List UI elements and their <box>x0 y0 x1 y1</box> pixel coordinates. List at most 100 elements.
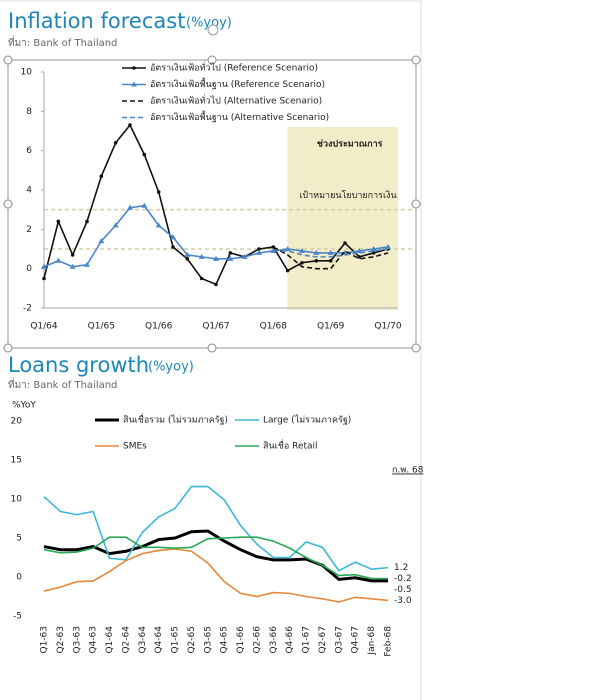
end-label: 1.2 <box>394 563 408 573</box>
y-tick-label: 20 <box>11 417 23 427</box>
point <box>128 123 132 127</box>
end-label: -3.0 <box>394 596 412 606</box>
x-tick-label: Q1-64 <box>105 626 115 654</box>
x-tick-label: Q3-63 <box>72 626 82 654</box>
series-line <box>43 536 388 580</box>
point <box>185 257 190 261</box>
point <box>171 245 175 249</box>
point <box>343 241 347 245</box>
x-tick-label: Q1/64 <box>30 322 58 332</box>
x-tick-label: Q4-66 <box>285 626 295 654</box>
y-tick-label: 10 <box>21 68 33 78</box>
end-label: -0.2 <box>394 574 412 584</box>
series-line <box>43 548 389 603</box>
point <box>198 253 205 259</box>
point <box>199 276 204 281</box>
legend-label: อัตราเงินเฟ้อพื้นฐาน (Alternative Scenar… <box>150 110 329 123</box>
x-tick-label: Q1-67 <box>302 626 312 654</box>
y-tick-label: 0 <box>16 573 22 583</box>
legend-label: สินเชื่อ Retail <box>263 439 318 452</box>
chart-title: Inflation forecast <box>8 9 185 33</box>
source: ที่มา: Bank of Thailand <box>8 35 117 49</box>
point <box>141 202 148 208</box>
legend-marker <box>132 66 136 70</box>
y-tick-label: 0 <box>26 264 32 274</box>
point <box>213 255 219 261</box>
y-tick-label: 4 <box>26 186 32 196</box>
legend-label: อัตราเงินเฟ้อทั่วไป (Alternative Scenari… <box>150 94 322 107</box>
point <box>371 251 376 255</box>
selection-frame[interactable] <box>3 24 421 353</box>
y-tick-label: 2 <box>26 225 32 235</box>
x-tick-label: Q1-63 <box>40 626 50 654</box>
point <box>313 249 320 255</box>
x-tick-label: Q3-64 <box>138 626 148 654</box>
resize-handle[interactable] <box>3 343 13 353</box>
point <box>299 247 305 253</box>
series-line <box>43 529 388 583</box>
point <box>142 152 147 157</box>
resize-handle[interactable] <box>3 55 13 65</box>
point <box>328 259 333 263</box>
y-tick-label: 8 <box>26 107 32 117</box>
annotation: ก.พ. 68 <box>392 466 424 476</box>
x-tick-label: Q1/68 <box>260 322 288 332</box>
point <box>357 255 362 259</box>
point <box>84 261 90 267</box>
point <box>98 238 105 244</box>
series-line <box>272 246 389 270</box>
point <box>85 219 89 224</box>
x-tick-label: Q3-65 <box>203 626 213 654</box>
chart-title-unit: (%yoy) <box>186 16 232 31</box>
point <box>214 282 218 287</box>
point <box>257 247 261 251</box>
end-label: -0.5 <box>394 585 412 595</box>
y-tick-label: 15 <box>11 456 22 466</box>
legend-label: อัตราเงินเฟ้อทั่วไป (Reference Scenario) <box>150 61 318 74</box>
resize-handle[interactable] <box>3 199 13 209</box>
point <box>69 263 76 269</box>
x-tick-label: Q4-64 <box>154 626 164 654</box>
legend-label: SMEs <box>123 442 147 452</box>
forecast-label: ช่วงประมาณการ <box>317 139 383 150</box>
chart-title: Loans growth <box>8 353 149 377</box>
x-tick-label: Q4-65 <box>220 626 230 654</box>
chart-area <box>5 395 420 700</box>
x-tick-label: Q1/70 <box>374 322 402 332</box>
point <box>184 251 191 257</box>
resize-handle[interactable] <box>207 55 217 65</box>
x-tick-label: Q3-66 <box>269 626 279 654</box>
point <box>227 255 234 261</box>
resize-handle[interactable] <box>411 199 421 209</box>
resize-handle[interactable] <box>411 343 421 353</box>
x-tick-label: Q1/65 <box>88 322 115 332</box>
series-line <box>273 248 389 258</box>
x-tick-label: Q1/66 <box>145 322 173 332</box>
x-tick-label: Q4-67 <box>351 626 361 654</box>
legend-label: Large (ไม่รวมภาครัฐ) <box>263 415 351 426</box>
x-tick-label: Feb-68 <box>384 626 394 657</box>
y-tick-label: 6 <box>26 146 32 156</box>
point <box>370 246 377 251</box>
point <box>156 190 161 194</box>
point <box>284 246 291 251</box>
point <box>256 249 262 255</box>
point <box>327 249 334 255</box>
resize-handle[interactable] <box>207 343 217 353</box>
resize-handle[interactable] <box>411 55 421 65</box>
point <box>41 263 47 269</box>
y-tick-label: 5 <box>16 534 22 544</box>
point <box>285 268 290 273</box>
point <box>127 204 133 210</box>
x-tick-label: Q1/67 <box>202 322 229 332</box>
x-tick-label: Q1-65 <box>171 626 181 654</box>
x-tick-label: Q2-66 <box>252 626 262 654</box>
rotate-handle[interactable] <box>207 24 219 36</box>
source: ที่มา: Bank of Thailand <box>8 377 117 391</box>
y-axis-label: %YoY <box>12 401 36 411</box>
point <box>300 260 304 265</box>
x-tick-label: Q2-63 <box>56 626 66 654</box>
x-tick-label: Q2-65 <box>187 626 197 654</box>
legend-label: อัตราเงินเฟ้อพื้นฐาน (Reference Scenario… <box>150 77 325 90</box>
point <box>170 234 176 240</box>
